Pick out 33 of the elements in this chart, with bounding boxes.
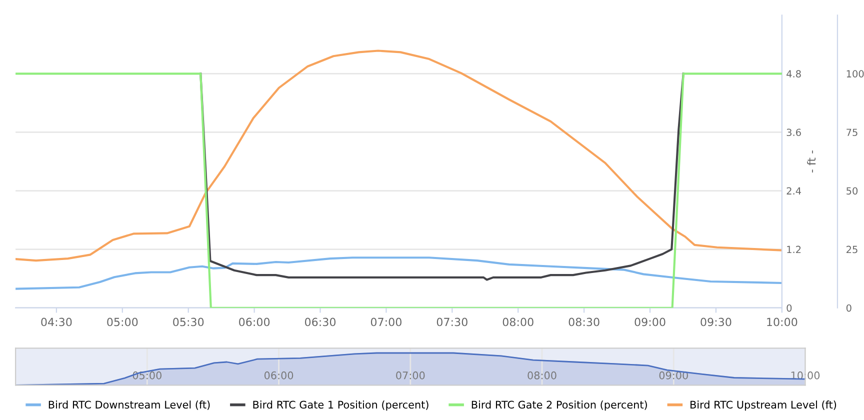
x-tick-label: 06:00 (264, 371, 294, 380)
x-tick-label: 07:30 (436, 318, 468, 326)
legend-label: Bird RTC Upstream Level (ft) (690, 400, 836, 411)
x-tick-label: 04:30 (41, 318, 72, 326)
line-series (16, 256, 782, 290)
x-tick-label: 08:00 (528, 371, 556, 380)
y-tick-label: 2.4 (786, 187, 802, 194)
x-tick-label: 09:30 (700, 318, 732, 326)
y-axis-title: - ft - (807, 150, 816, 173)
x-tick-label: 06:30 (304, 318, 336, 326)
x-tick-label: 06:00 (239, 318, 270, 326)
y-tick-label: 0 (786, 304, 792, 312)
line-series (200, 72, 684, 281)
legend-label: Bird RTC Gate 2 Position (percent) (472, 400, 647, 411)
x-tick-label: 05:30 (173, 318, 204, 326)
line-series (16, 50, 782, 262)
y2-tick-label: 100 (846, 70, 864, 78)
y2-tick-label: 50 (846, 187, 858, 195)
x-tick-label: 10:00 (767, 318, 798, 326)
y2-tick-label: 0 (846, 304, 852, 312)
legend-label: Bird RTC Downstream Level (ft) (48, 400, 210, 410)
y-tick-label: 4.8 (786, 70, 801, 78)
y2-tick-label: 25 (846, 246, 858, 254)
x-tick-label: 05:00 (107, 318, 138, 326)
y-tick-label: 1.2 (787, 246, 801, 254)
x-tick-label: 07:00 (396, 371, 425, 380)
legend-label: Bird RTC Gate 1 Position (percent) (253, 400, 428, 411)
x-tick-label: 07:00 (370, 318, 402, 326)
x-tick-label: 08:00 (502, 318, 534, 326)
y-tick-label: 3.6 (786, 128, 801, 136)
y2-tick-label: 75 (846, 128, 858, 136)
x-tick-label: 08:30 (568, 318, 600, 326)
x-tick-label: 09:00 (634, 318, 666, 326)
